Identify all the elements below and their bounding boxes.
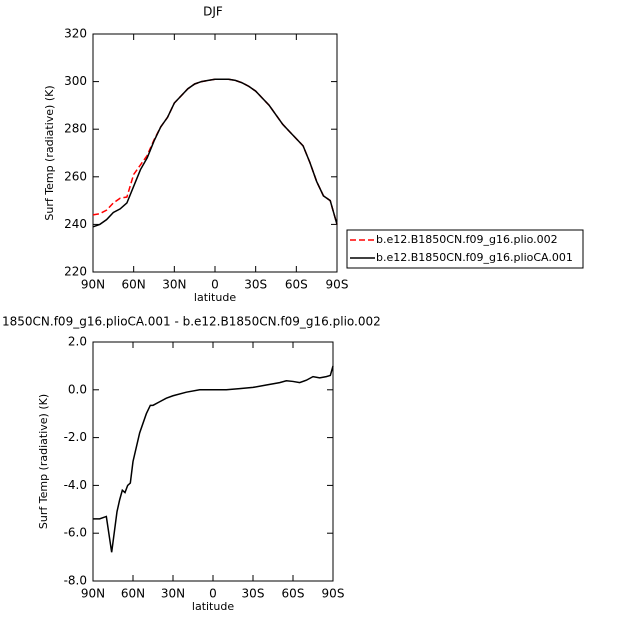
x-tick-label: 30S	[244, 278, 267, 292]
chart-title: DJF	[203, 5, 223, 19]
y-tick-label: 0.0	[68, 382, 87, 396]
data-line	[93, 365, 334, 553]
y-tick-label: -2.0	[64, 430, 87, 444]
y-tick-label: 2.0	[68, 335, 87, 349]
x-tick-label: 0	[211, 278, 219, 292]
x-tick-label: 30S	[242, 587, 265, 601]
y-axis-label: Surf Temp (radiative) (K)	[43, 85, 56, 220]
plot-frame	[92, 33, 338, 273]
x-tick-label: 30N	[162, 278, 186, 292]
x-axis-label: latitude	[194, 291, 236, 304]
plot-frame	[92, 341, 334, 582]
x-tick-label: 90S	[326, 278, 349, 292]
x-tick-label: 60N	[122, 278, 146, 292]
chart-title: 1850CN.f09_g16.plioCA.001 - b.e12.B1850C…	[2, 315, 381, 329]
x-tick-label: 90S	[322, 587, 345, 601]
data-line	[92, 78, 338, 225]
x-tick-label: 0	[209, 587, 217, 601]
x-tick-label: 60N	[121, 587, 145, 601]
y-tick-label: 260	[64, 169, 87, 183]
x-tick-label: 30N	[161, 587, 185, 601]
y-tick-label: -8.0	[64, 574, 87, 588]
y-tick-label: 220	[64, 265, 87, 279]
y-tick-label: 240	[64, 217, 87, 231]
y-tick-label: 280	[64, 122, 87, 136]
x-tick-label: 90N	[81, 278, 105, 292]
x-tick-label: 60S	[282, 587, 305, 601]
y-tick-label: -6.0	[64, 526, 87, 540]
legend-label: b.e12.B1850CN.f09_g16.plio.002	[376, 233, 558, 246]
y-tick-label: -4.0	[64, 478, 87, 492]
data-line	[92, 78, 338, 228]
legend-label: b.e12.B1850CN.f09_g16.plioCA.001	[376, 251, 573, 264]
x-tick-label: 90N	[81, 587, 105, 601]
y-tick-label: 320	[64, 27, 87, 41]
x-tick-label: 60S	[285, 278, 308, 292]
y-tick-label: 300	[64, 74, 87, 88]
y-axis-label: Surf Temp (radiative) (K)	[37, 394, 50, 529]
x-axis-label: latitude	[192, 600, 234, 613]
legend-box	[346, 229, 584, 269]
